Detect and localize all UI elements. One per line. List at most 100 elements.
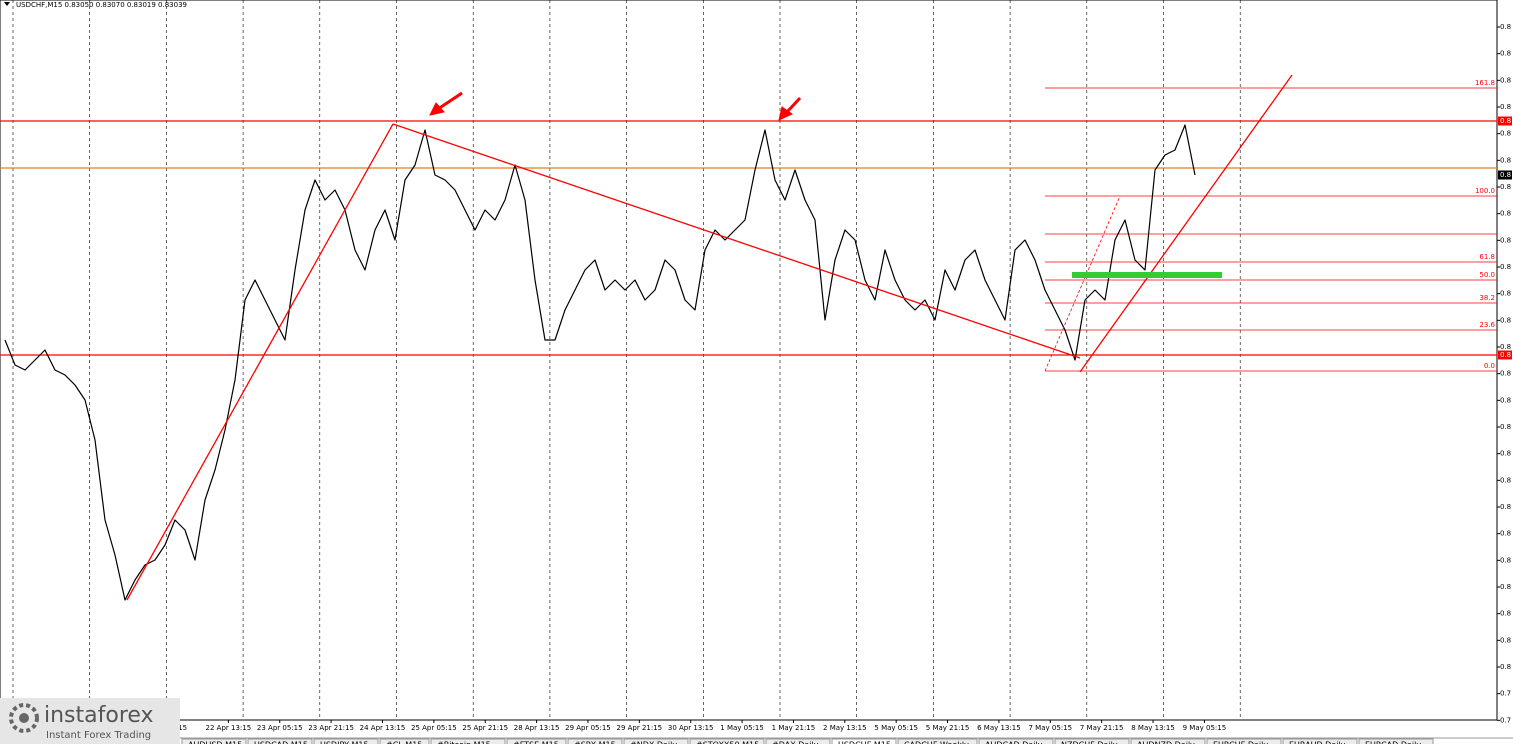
last-price-box [1498, 170, 1512, 180]
tab[interactable] [623, 738, 689, 744]
trend-line [1079, 74, 1293, 373]
tab-label[interactable]: #Bitcoin,M15 [437, 741, 491, 744]
brand: instaforex [44, 703, 154, 728]
tab[interactable] [897, 738, 978, 744]
tab[interactable] [1130, 738, 1206, 744]
x-tick-label: 25 Apr 05:15 [411, 724, 457, 732]
fibo-label: 61.8 [1479, 253, 1495, 261]
tab[interactable] [313, 738, 379, 744]
y-tick-label: 0.8 [1500, 103, 1511, 111]
price-label-box [1498, 350, 1512, 360]
tab[interactable] [430, 738, 506, 744]
tab[interactable] [978, 738, 1054, 744]
y-tick-label: 0.8 [1500, 316, 1511, 324]
y-tick-label: 0.8 [1500, 370, 1511, 378]
price-line [4, 124, 1196, 601]
price-label: 0.8 [1500, 351, 1511, 359]
trend-lines [126, 74, 1293, 601]
y-tick-label: 0.8 [1500, 210, 1511, 218]
tab[interactable] [1358, 738, 1434, 744]
tab-label[interactable]: NZDCHF,Daily [1061, 741, 1118, 744]
x-tick-label: 23 Apr 05:15 [257, 724, 303, 732]
y-tick-label: 0.8 [1500, 530, 1511, 538]
logo-icon-core [19, 713, 29, 723]
tab-label[interactable]: #CL,M15 [386, 741, 422, 744]
tab-label[interactable]: #FTSE,M15 [513, 741, 559, 744]
trend-line [126, 123, 394, 601]
tab-label[interactable]: USDCAD,M15 [254, 741, 308, 744]
y-tick-label: 0.8 [1500, 396, 1511, 404]
x-tick-label: 1 May 21:15 [772, 724, 816, 732]
tab[interactable] [247, 738, 313, 744]
plot-layer: 0.8 0.8 0.8 0.8 0.8 0.8 0.8 0.8 0.8 0.8 0.8 0.8 0.8 0… [0, 23, 1512, 732]
x-tick-label: 9 May 05:15 [1183, 724, 1227, 732]
tab[interactable] [1054, 738, 1130, 744]
tab[interactable] [181, 738, 247, 744]
tab-label[interactable]: AUDCAD,Daily [985, 741, 1043, 744]
tab-label[interactable]: EURCAD,Daily [1365, 741, 1421, 744]
tagline: Instant Forex Trading [46, 730, 151, 741]
trend-line [392, 123, 1081, 359]
title-marker [4, 2, 10, 6]
arrow-head [778, 106, 793, 121]
arrows [429, 91, 802, 121]
fibo-label: 100.0 [1475, 187, 1495, 195]
y-tick-label: 0.8 [1500, 423, 1511, 431]
tab-label[interactable]: CADCHF,Weekly [904, 741, 969, 744]
x-tick-label: 28 Apr 13:15 [514, 724, 560, 732]
x-tick-label: 2 May 13:15 [823, 724, 867, 732]
tab[interactable] [506, 738, 567, 744]
y-tick-label: 0.8 [1500, 663, 1511, 671]
y-tick-label: 0.7 [1500, 690, 1511, 698]
x-tick-label: 29 Apr 05:15 [565, 724, 611, 732]
y-tick-label: 0.8 [1500, 556, 1511, 564]
watermark: instaforex Instant Forex Trading [0, 698, 180, 744]
y-tick-label: 0.8 [1500, 23, 1511, 31]
tab[interactable] [1206, 738, 1282, 744]
x-tick-label: 5 May 21:15 [926, 724, 970, 732]
tab[interactable] [567, 738, 623, 744]
tab-label[interactable]: USDCHF,M15 [838, 741, 891, 744]
last-price-label: 0.8 [1500, 171, 1511, 179]
x-tick-label: 29 Apr 21:15 [617, 724, 663, 732]
logo-icon [9, 703, 39, 733]
x-tick-label: 30 Apr 13:15 [668, 724, 714, 732]
support-zone [1072, 272, 1222, 278]
fibo-base [1044, 195, 1121, 372]
y-tick-label: 0.8 [1500, 156, 1511, 164]
fibo-label: 38.2 [1479, 294, 1495, 302]
fibo-label: 0.0 [1484, 362, 1495, 370]
tab-label[interactable]: #NDX,Daily [630, 741, 677, 744]
tab-label[interactable]: AUDNZD,Daily [1137, 741, 1195, 744]
y-tick-label: 0.8 [1500, 183, 1511, 191]
tab-label[interactable]: #DAX,Daily [772, 741, 819, 744]
y-tick-label: 0.7 [1500, 716, 1511, 724]
tab-bar: AUDUSD,M15 USDCAD,M15 USDJPY,M15 #CL,M15 #Bi… [181, 738, 1434, 744]
y-tick-label: 0.8 [1500, 450, 1511, 458]
tab-label[interactable]: AUDUSD,M15 [188, 741, 242, 744]
tab[interactable] [689, 738, 765, 744]
y-tick-label: 0.8 [1500, 476, 1511, 484]
price-label-box [1498, 116, 1512, 126]
tab[interactable] [1282, 738, 1358, 744]
tab-label[interactable]: EURAUD,Daily [1289, 741, 1346, 744]
tab[interactable] [831, 738, 897, 744]
tab-label[interactable]: #STOXX50,M15 [696, 741, 759, 744]
x-tick-label: 25 Apr 21:15 [462, 724, 508, 732]
x-tick-label: 7 May 05:15 [1029, 724, 1073, 732]
y-tick-label: 0.8 [1500, 503, 1511, 511]
tab-label[interactable]: EURCHF,Daily [1213, 741, 1268, 744]
x-tick-label: 1 May 05:15 [720, 724, 764, 732]
tab[interactable] [379, 738, 430, 744]
tab-label[interactable]: USDJPY,M15 [320, 741, 369, 744]
y-tick-label: 0.8 [1500, 290, 1511, 298]
chart-title: USDCHF,M15 0.83050 0.83070 0.83019 0.830… [16, 1, 187, 9]
y-tick-label: 0.8 [1500, 76, 1511, 84]
y-tick-label: 0.8 [1500, 343, 1511, 351]
tab[interactable] [765, 738, 831, 744]
tab-label[interactable]: #SPX,M15 [574, 741, 616, 744]
x-tick-label: 23 Apr 21:15 [308, 724, 354, 732]
y-tick-label: 0.8 [1500, 636, 1511, 644]
x-tick-label: 7 May 21:15 [1080, 724, 1124, 732]
